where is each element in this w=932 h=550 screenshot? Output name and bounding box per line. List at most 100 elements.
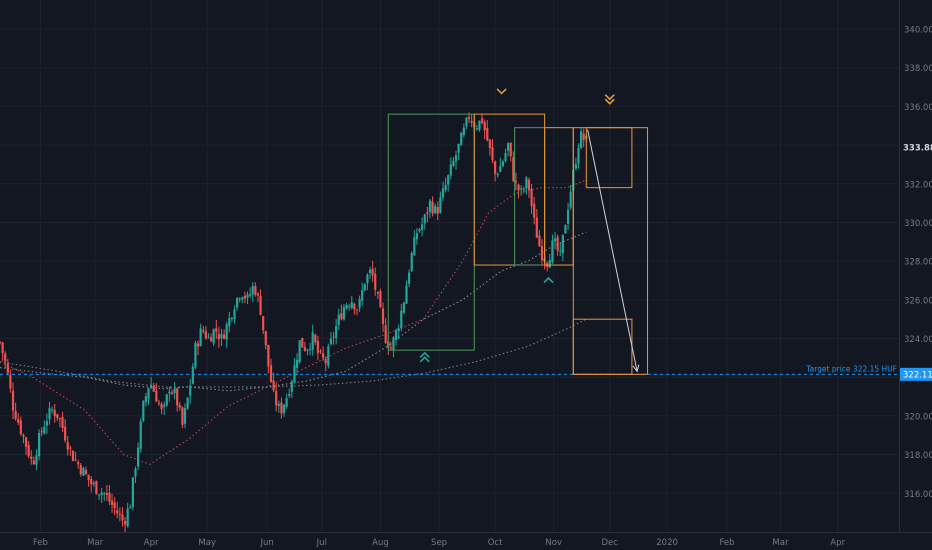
candle-body [311, 332, 314, 350]
candle-body [19, 420, 22, 434]
candle-body [69, 447, 72, 449]
candle-body [82, 468, 85, 476]
candle-body [538, 235, 541, 247]
time-axis[interactable]: Feb Mar Apr May Jun Jul Aug Sep Oct Nov Dec 2020 Feb… [33, 538, 846, 548]
y-tick-label: 330.000 [904, 219, 932, 229]
candle-body [306, 349, 309, 351]
candle-body [131, 477, 134, 507]
candle-body [194, 342, 197, 368]
y-tick-label: 340.000 [904, 26, 932, 36]
candle-body [358, 299, 361, 308]
candle-body [374, 273, 377, 290]
candle-body [243, 295, 247, 299]
candle-body [228, 317, 231, 327]
candle-body [392, 337, 395, 351]
signal-markers [419, 88, 615, 363]
candle-body [30, 456, 33, 460]
candle-body [275, 390, 278, 406]
x-tick-label: Mar [87, 538, 104, 548]
candle-body [92, 483, 95, 485]
upper-target-box[interactable] [585, 127, 633, 189]
candle-body [249, 294, 252, 296]
candle-body [350, 302, 353, 309]
projection-arrow-group[interactable] [587, 129, 640, 373]
candle-body [439, 197, 442, 213]
candle-body [222, 334, 226, 339]
target-price-axis-label: 322.115 [903, 370, 932, 380]
candle-body [129, 507, 132, 509]
candle-body [551, 240, 554, 263]
candle-body [501, 161, 505, 166]
y-tick-label: 326.000 [904, 296, 932, 306]
candle-body [40, 431, 43, 433]
candle-body [452, 160, 455, 166]
candle-body [579, 131, 583, 149]
candle-body [6, 363, 9, 374]
candle-body [14, 410, 17, 420]
candle-body [152, 386, 155, 392]
x-tick-label: Mar [772, 538, 789, 548]
candle-body [342, 307, 346, 320]
projection-arrow-line[interactable] [587, 129, 638, 372]
candle-body [475, 128, 478, 130]
x-tick-label: Dec [602, 538, 619, 548]
candle-body [488, 139, 491, 149]
candle-body [32, 460, 35, 465]
candle-body [494, 161, 497, 174]
candle-body [559, 250, 562, 252]
candle-body [574, 164, 577, 169]
target-price-badge [900, 367, 932, 381]
candle-body [514, 180, 518, 183]
buy-signal-double [419, 351, 430, 358]
zone-rectangles[interactable] [387, 113, 649, 375]
candle-body [520, 188, 523, 190]
candle-body [277, 403, 280, 406]
candle-body [293, 365, 296, 383]
candle-body [480, 118, 484, 124]
candle-body [329, 338, 333, 345]
candle-body [110, 500, 114, 505]
candle-body [335, 326, 338, 338]
candle-body [447, 175, 450, 185]
candle-body [376, 292, 379, 294]
buy-signal-single [543, 276, 554, 284]
candle-body [486, 128, 489, 141]
candle-body [27, 445, 30, 457]
candle-body [139, 421, 142, 450]
candle-body [491, 146, 494, 161]
candle-body [322, 353, 325, 358]
candle-body [17, 418, 20, 423]
candle-body [444, 184, 447, 191]
candle-body [418, 229, 421, 232]
candle-body [394, 330, 398, 340]
candle-body [97, 494, 101, 496]
candle-body [84, 470, 88, 475]
candle-body [79, 465, 82, 475]
moving-averages [0, 179, 587, 465]
x-tick-label: Feb [33, 538, 48, 548]
candle-body [181, 407, 184, 425]
candle-body [348, 306, 351, 308]
candle-body [384, 325, 387, 343]
candle-body [483, 121, 486, 131]
candle-body [507, 143, 510, 152]
candle-body [61, 416, 64, 429]
candle-body [405, 285, 408, 304]
candle-body [288, 394, 291, 396]
candle-body [527, 179, 531, 191]
candle-body [301, 337, 304, 348]
candle-body [230, 318, 234, 320]
candle-body [353, 303, 356, 310]
candle-body [204, 331, 207, 339]
x-tick-label: Jul [316, 538, 327, 548]
candle-body [160, 403, 163, 409]
x-tick-label: Oct [488, 538, 503, 548]
x-tick-label: 2020 [656, 538, 678, 548]
candle-body [467, 117, 471, 119]
candle-body [402, 302, 405, 313]
candle-body [45, 420, 49, 426]
candle-body [118, 513, 121, 515]
candle-body [251, 285, 254, 295]
